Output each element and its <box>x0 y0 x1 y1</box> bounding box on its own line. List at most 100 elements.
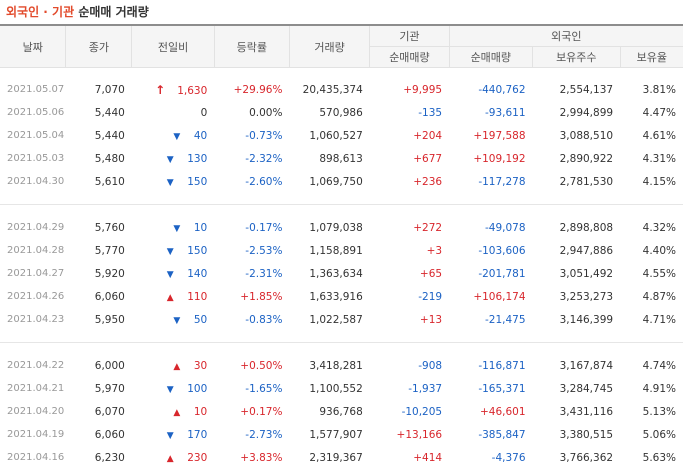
date-cell: 2021.04.29 <box>0 216 66 239</box>
change-cell: ▼ 130 <box>132 147 214 170</box>
volume-cell: 898,613 <box>289 147 369 170</box>
triangle-up-icon: ▲ <box>170 362 184 372</box>
foreign-ratio-cell: 4.91% <box>620 377 683 400</box>
volume-cell: 1,022,587 <box>289 308 369 331</box>
header-foreign-group: 외국인 <box>449 25 683 47</box>
rate-cell: -1.65% <box>214 377 289 400</box>
institution-net-cell: +272 <box>370 216 449 239</box>
title-accent: 외국인 · 기관 <box>6 5 74 19</box>
header-foreign-holdings: 보유주수 <box>533 47 621 68</box>
date-cell: 2021.04.20 <box>0 400 66 423</box>
row-spacer <box>0 343 683 355</box>
foreign-ratio-cell: 4.40% <box>620 239 683 262</box>
change-value: 110 <box>187 291 207 303</box>
close-price-cell: 5,970 <box>66 377 132 400</box>
close-price-cell: 7,070 <box>66 78 132 101</box>
volume-cell: 1,069,750 <box>289 170 369 193</box>
change-value: 40 <box>194 130 207 142</box>
upper-limit-arrow-icon: ↑ <box>153 83 167 97</box>
foreign-net-cell: -117,278 <box>449 170 532 193</box>
change-value: 130 <box>187 153 207 165</box>
triangle-down-icon: ▼ <box>170 224 184 234</box>
foreign-holdings-cell: 3,380,515 <box>533 423 621 446</box>
table-header: 날짜 종가 전일비 등락률 거래량 기관 외국인 순매매량 순매매량 보유주수 … <box>0 25 683 68</box>
foreign-ratio-cell: 3.81% <box>620 78 683 101</box>
date-cell: 2021.05.03 <box>0 147 66 170</box>
foreign-ratio-cell: 5.06% <box>620 423 683 446</box>
title-main: 순매매 거래량 <box>78 5 148 19</box>
foreign-holdings-cell: 2,554,137 <box>533 78 621 101</box>
triangle-up-icon: ▲ <box>163 293 177 303</box>
row-spacer <box>0 331 683 343</box>
foreign-holdings-cell: 3,088,510 <box>533 124 621 147</box>
volume-cell: 1,577,907 <box>289 423 369 446</box>
rate-cell: +0.50% <box>214 354 289 377</box>
foreign-net-cell: +109,192 <box>449 147 532 170</box>
foreign-ratio-cell: 4.74% <box>620 354 683 377</box>
change-cell: ▲230 <box>132 446 214 469</box>
institution-net-cell: +9,995 <box>370 78 449 101</box>
foreign-ratio-cell: 4.31% <box>620 147 683 170</box>
institution-net-cell: +3 <box>370 239 449 262</box>
change-value: 230 <box>187 452 207 464</box>
institution-net-cell: +677 <box>370 147 449 170</box>
change-cell: ▼40 <box>132 124 214 147</box>
volume-cell: 3,418,281 <box>289 354 369 377</box>
close-price-cell: 6,000 <box>66 354 132 377</box>
change-cell: ▲30 <box>132 354 214 377</box>
date-cell: 2021.05.06 <box>0 101 66 124</box>
change-cell: ▲10 <box>132 400 214 423</box>
rate-cell: -0.83% <box>214 308 289 331</box>
institution-net-cell: -1,937 <box>370 377 449 400</box>
volume-cell: 1,079,038 <box>289 216 369 239</box>
rate-cell: -0.17% <box>214 216 289 239</box>
change-value: 150 <box>187 176 207 188</box>
date-cell: 2021.04.23 <box>0 308 66 331</box>
foreign-ratio-cell: 5.63% <box>620 446 683 469</box>
header-rate: 등락률 <box>214 25 289 68</box>
institution-net-cell: +414 <box>370 446 449 469</box>
foreign-ratio-cell: 4.47% <box>620 101 683 124</box>
foreign-ratio-cell: 4.15% <box>620 170 683 193</box>
header-institution-net: 순매매량 <box>370 47 449 68</box>
foreign-holdings-cell: 2,890,922 <box>533 147 621 170</box>
header-volume: 거래량 <box>289 25 369 68</box>
date-cell: 2021.04.16 <box>0 446 66 469</box>
foreign-ratio-cell: 4.55% <box>620 262 683 285</box>
foreign-net-cell: +197,588 <box>449 124 532 147</box>
foreign-holdings-cell: 2,898,808 <box>533 216 621 239</box>
triangle-down-icon: ▼ <box>163 431 177 441</box>
foreign-net-cell: -4,376 <box>449 446 532 469</box>
triangle-down-icon: ▼ <box>163 155 177 165</box>
volume-cell: 936,768 <box>289 400 369 423</box>
rate-cell: +29.96% <box>214 78 289 101</box>
rate-cell: -0.73% <box>214 124 289 147</box>
change-cell: ▼150 <box>132 239 214 262</box>
triangle-down-icon: ▼ <box>163 178 177 188</box>
volume-cell: 570,986 <box>289 101 369 124</box>
foreign-net-cell: -201,781 <box>449 262 532 285</box>
row-spacer <box>0 68 683 79</box>
change-value: 150 <box>187 245 207 257</box>
foreign-holdings-cell: 2,781,530 <box>533 170 621 193</box>
institution-net-cell: +204 <box>370 124 449 147</box>
change-cell: ▼50 <box>132 308 214 331</box>
close-price-cell: 5,760 <box>66 216 132 239</box>
institution-net-cell: +65 <box>370 262 449 285</box>
foreign-net-cell: -385,847 <box>449 423 532 446</box>
institution-net-cell: -908 <box>370 354 449 377</box>
rate-cell: -2.31% <box>214 262 289 285</box>
rate-cell: -2.32% <box>214 147 289 170</box>
foreign-net-cell: -103,606 <box>449 239 532 262</box>
foreign-ratio-cell: 4.71% <box>620 308 683 331</box>
triangle-up-icon: ▲ <box>170 408 184 418</box>
